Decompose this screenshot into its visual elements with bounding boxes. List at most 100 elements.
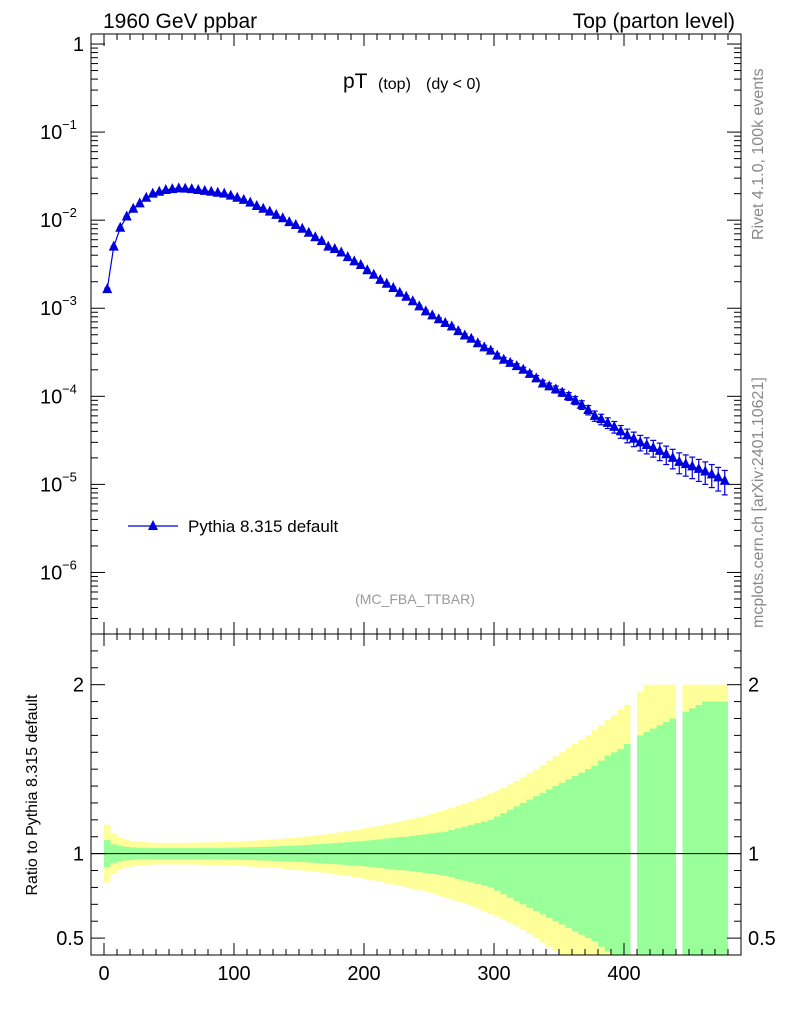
ratio-inner-band-bin: [643, 731, 650, 955]
ratio-inner-band-bin: [682, 711, 689, 955]
ratio-inner-band-bin: [708, 701, 715, 955]
top-y-tick-label: 1: [73, 34, 84, 56]
x-tick-label: 100: [217, 963, 250, 985]
ratio-y-tick-label: 1: [73, 844, 84, 866]
mc-data-point: [661, 448, 672, 459]
x-tick-label: 0: [98, 963, 109, 985]
ratio-inner-band-bin: [689, 708, 696, 955]
mc-data-point: [206, 185, 217, 196]
mc-data-point: [466, 332, 477, 343]
ratio-inner-band-bin: [650, 728, 657, 955]
mc-data-point: [719, 474, 730, 485]
mc-data-point: [635, 436, 646, 447]
ratio-plot: 0.5 0.5 1 1 2 2: [56, 633, 776, 956]
mc-data-point: [381, 277, 392, 288]
mc-data-point: [485, 344, 496, 355]
mcplots-label: mcplots.cern.ch [arXiv:2401.10621]: [750, 377, 767, 628]
top-y-tick-exponent: −1: [62, 117, 77, 132]
mc-data-point: [615, 425, 626, 436]
mc-data-point: [674, 455, 685, 466]
mc-data-point: [342, 251, 353, 262]
mc-data-point: [524, 367, 535, 378]
rivet-label: Rivet 4.1.0, 100k events: [750, 68, 767, 240]
ratio-inner-band-bin: [715, 701, 722, 955]
mc-data-point: [602, 416, 613, 427]
mc-data-point: [713, 471, 724, 482]
mc-data-point: [407, 295, 418, 306]
mc-data-point: [297, 222, 308, 233]
mc-data-point: [336, 246, 347, 257]
x-ticks: [103, 34, 729, 955]
ratio-ylabel: Ratio to Pythia 8.315 default: [24, 694, 41, 896]
mc-data-point: [310, 231, 321, 242]
top-y-tick-exponent: −5: [62, 469, 77, 484]
mc-data-point: [141, 191, 152, 202]
mc-data-point: [173, 182, 184, 193]
mc-data-point: [544, 380, 555, 391]
ratio-inner-band-bin: [669, 718, 676, 955]
top-y-tick-exponent: −2: [62, 205, 77, 220]
mc-data-point: [368, 268, 379, 279]
mc-data-point: [648, 441, 659, 452]
mc-data-point: [134, 197, 145, 208]
ratio-y-tick-label-right: 1: [748, 844, 759, 866]
mc-data-point: [264, 205, 275, 216]
mc-data-point: [349, 255, 360, 266]
mc-data-point: [693, 462, 704, 473]
ratio-bands: [104, 684, 728, 955]
mc-data-point: [128, 202, 139, 213]
mc-data-point: [440, 316, 451, 327]
mc-data-point: [323, 240, 334, 251]
top-y-tick-label: 10: [40, 474, 62, 496]
ratio-y-tick-label: 0.5: [56, 928, 84, 950]
mc-data-point: [238, 193, 249, 204]
mc-data-point: [193, 184, 204, 195]
mc-data-point: [550, 383, 561, 394]
ratio-inner-band-bin: [624, 743, 631, 955]
mc-data-point: [433, 313, 444, 324]
header-left: 1960 GeV ppbar: [103, 10, 257, 33]
legend: Pythia 8.315 default: [128, 517, 339, 536]
top-y-tick-exponent: −6: [62, 557, 77, 572]
mc-data-point: [596, 413, 607, 424]
mc-data-point: [212, 186, 223, 197]
ratio-inner-band-bin: [721, 701, 728, 955]
mc-data-point: [453, 325, 464, 336]
mc-data-point: [706, 468, 717, 479]
mc-data-point: [277, 212, 288, 223]
x-tick-label: 400: [607, 963, 640, 985]
top-y-ticks: [91, 43, 741, 635]
ratio-inner-band-bin: [702, 701, 709, 955]
x-tick-label: 200: [347, 963, 380, 985]
top-y-tick-label: 10: [40, 562, 62, 584]
mc-data-point: [284, 216, 295, 227]
mc-data-point: [414, 300, 425, 311]
top-y-tick-label: 10: [40, 386, 62, 408]
mc-data-point: [570, 394, 581, 405]
mc-data-point: [232, 191, 243, 202]
top-y-tick-label: 10: [40, 122, 62, 144]
mc-data-point: [531, 372, 542, 383]
top-plot: 110−110−210−310−410−510−6: [40, 33, 742, 635]
mc-data-point: [303, 226, 314, 237]
mc-data-point: [583, 403, 594, 414]
ratio-inner-band-bin: [656, 725, 663, 955]
mc-data-point: [427, 309, 438, 320]
ratio-inner-band-bin: [637, 735, 644, 955]
mc-data-point: [479, 341, 490, 352]
mc-data-point: [505, 356, 516, 367]
ratio-inner-band-bin: [695, 704, 702, 955]
mc-data-point: [609, 420, 620, 431]
ratio-inner-band-bin: [663, 721, 670, 955]
ratio-y-tick-label-right: 0.5: [748, 928, 776, 950]
mc-data-point: [362, 264, 373, 275]
plot-title-main: pT: [343, 70, 368, 93]
mc-error-bars: [104, 187, 728, 496]
x-tick-label: 300: [477, 963, 510, 985]
mc-markers: [102, 182, 730, 485]
ratio-y-tick-label-right: 2: [748, 675, 759, 697]
mc-data-point: [199, 184, 210, 195]
mc-data-point: [251, 199, 262, 210]
mc-data-point: [446, 320, 457, 331]
